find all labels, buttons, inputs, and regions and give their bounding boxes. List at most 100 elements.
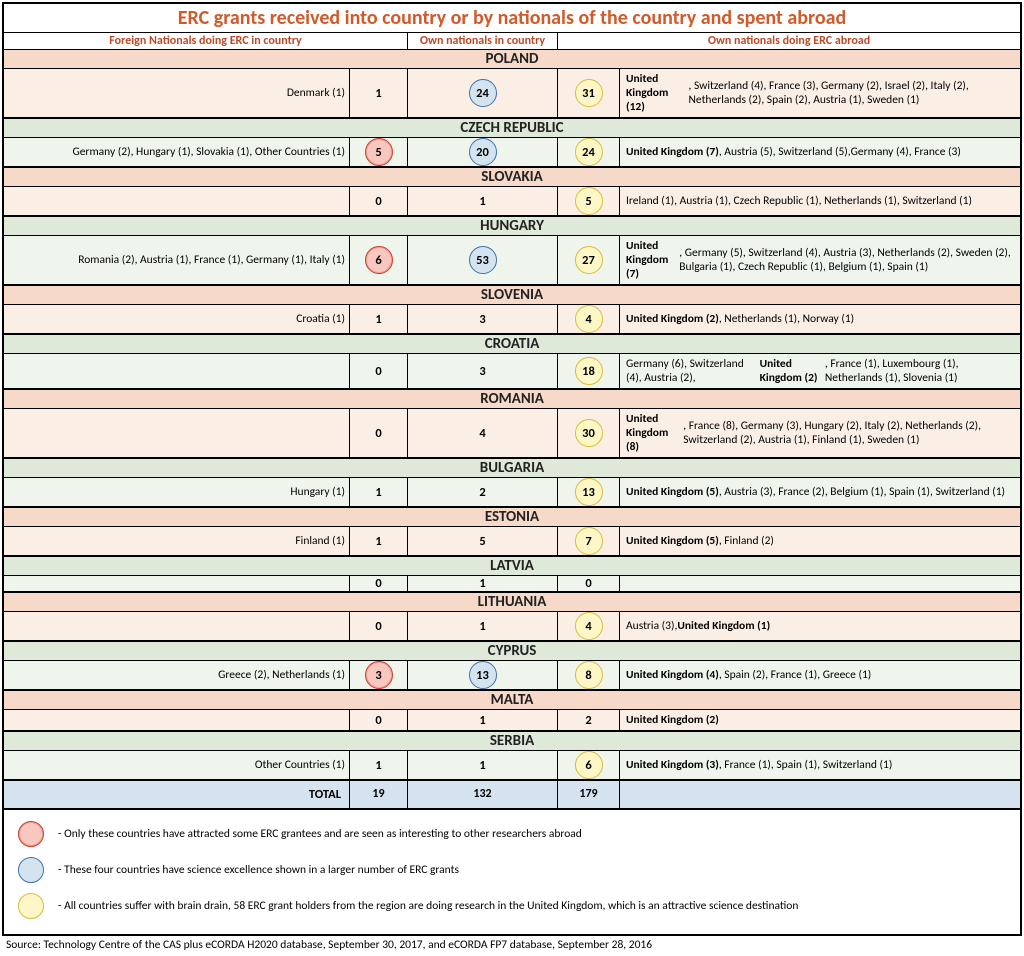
header-col-own: Own nationals in country [408, 33, 558, 49]
count-circle: 18 [575, 357, 603, 385]
foreign-countries-text: Denmark (1) [4, 69, 349, 117]
foreign-countries-text: Romania (2), Austria (1), France (1), Ge… [4, 236, 349, 284]
count-circle: 31 [575, 79, 603, 107]
abroad-count: 30 [558, 409, 620, 457]
country-block: ROMANIA0430United Kingdom (8), France (8… [4, 390, 1020, 459]
country-block: HUNGARYRomania (2), Austria (1), France … [4, 217, 1020, 286]
foreign-count: 1 [349, 478, 408, 506]
abroad-count: 2 [558, 710, 620, 730]
total-own: 132 [408, 781, 558, 808]
source-text: Source: Technology Centre of the CAS plu… [2, 936, 1022, 954]
country-data-row: Hungary (1)1213United Kingdom (5), Austr… [4, 478, 1020, 506]
foreign-countries-text [4, 576, 349, 591]
total-row: TOTAL 19 132 179 [4, 779, 1020, 810]
count-circle: 24 [469, 79, 497, 107]
country-data-row: Greece (2), Netherlands (1)3138United Ki… [4, 661, 1020, 689]
legend-yellow-swatch [18, 893, 44, 919]
country-name: CYPRUS [4, 642, 1020, 661]
legend-blue: - These four countries have science exce… [14, 852, 1010, 888]
abroad-count: 7 [558, 527, 620, 555]
abroad-count: 31 [558, 69, 620, 117]
country-data-row: Finland (1)157United Kingdom (5), Finlan… [4, 527, 1020, 555]
foreign-count: 6 [349, 236, 408, 284]
foreign-count: 0 [349, 409, 408, 457]
abroad-count: 4 [558, 612, 620, 640]
foreign-count: 5 [349, 138, 408, 166]
abroad-count: 0 [558, 576, 620, 591]
foreign-count: 0 [349, 187, 408, 215]
country-data-row: 0430United Kingdom (8), France (8), Germ… [4, 409, 1020, 457]
country-block: SLOVENIACroatia (1)134United Kingdom (2)… [4, 286, 1020, 335]
legend-yellow: - All countries suffer with brain drain,… [14, 888, 1010, 924]
count-circle: 30 [575, 419, 603, 447]
abroad-countries-text [620, 576, 1020, 591]
country-name: POLAND [4, 50, 1020, 69]
own-count: 1 [408, 187, 558, 215]
country-block: BULGARIAHungary (1)1213United Kingdom (5… [4, 459, 1020, 508]
country-name: CROATIA [4, 335, 1020, 354]
header-col-abroad: Own nationals doing ERC abroad [558, 33, 1020, 49]
country-block: CZECH REPUBLICGermany (2), Hungary (1), … [4, 119, 1020, 168]
abroad-countries-text: United Kingdom (2), Netherlands (1), Nor… [620, 305, 1020, 333]
count-circle: 6 [365, 246, 393, 274]
own-count: 1 [408, 751, 558, 779]
own-count: 4 [408, 409, 558, 457]
abroad-count: 8 [558, 661, 620, 689]
country-data-row: Croatia (1)134United Kingdom (2), Nether… [4, 305, 1020, 333]
count-circle: 4 [575, 612, 603, 640]
total-label: TOTAL [4, 781, 349, 808]
count-circle: 13 [575, 478, 603, 506]
country-name: ROMANIA [4, 390, 1020, 409]
abroad-countries-text: United Kingdom (4), Spain (2), France (1… [620, 661, 1020, 689]
abroad-count: 13 [558, 478, 620, 506]
foreign-countries-text: Croatia (1) [4, 305, 349, 333]
abroad-countries-text: Ireland (1), Austria (1), Czech Republic… [620, 187, 1020, 215]
foreign-count: 1 [349, 527, 408, 555]
country-name: HUNGARY [4, 217, 1020, 236]
own-count: 13 [408, 661, 558, 689]
foreign-countries-text: Greece (2), Netherlands (1) [4, 661, 349, 689]
country-data-row: 015Ireland (1), Austria (1), Czech Repub… [4, 187, 1020, 215]
count-circle: 53 [469, 246, 497, 274]
abroad-count: 18 [558, 354, 620, 388]
abroad-count: 6 [558, 751, 620, 779]
foreign-count: 1 [349, 69, 408, 117]
country-block: CYPRUSGreece (2), Netherlands (1)3138Uni… [4, 642, 1020, 691]
countries-list: POLANDDenmark (1)12431United Kingdom (12… [4, 50, 1020, 779]
legend-blue-swatch [18, 857, 44, 883]
country-name: SLOVAKIA [4, 168, 1020, 187]
country-data-row: Denmark (1)1 24 31 United Kingdom (12), Swi… [4, 69, 1020, 117]
abroad-count: 4 [558, 305, 620, 333]
abroad-countries-text: United Kingdom (2) [620, 710, 1020, 730]
count-circle: 13 [469, 661, 497, 689]
abroad-count: 5 [558, 187, 620, 215]
country-name: LITHUANIA [4, 593, 1020, 612]
own-count: 1 [408, 710, 558, 730]
country-data-row: Romania (2), Austria (1), France (1), Ge… [4, 236, 1020, 284]
foreign-countries-text: Other Countries (1) [4, 751, 349, 779]
count-circle: 24 [575, 138, 603, 166]
count-circle: 8 [575, 661, 603, 689]
country-block: SLOVAKIA015Ireland (1), Austria (1), Cze… [4, 168, 1020, 217]
foreign-countries-text: Germany (2), Hungary (1), Slovakia (1), … [4, 138, 349, 166]
abroad-countries-text: United Kingdom (12), Switzerland (4), Fr… [620, 69, 1020, 117]
own-count: 2 [408, 478, 558, 506]
country-data-row: 014Austria (3), United Kingdom (1) [4, 612, 1020, 640]
country-name: MALTA [4, 691, 1020, 710]
count-circle: 7 [575, 527, 603, 555]
abroad-countries-text: Germany (6), Switzerland (4), Austria (2… [620, 354, 1020, 388]
country-block: LITHUANIA014Austria (3), United Kingdom … [4, 593, 1020, 642]
foreign-countries-text [4, 710, 349, 730]
own-count: 1 [408, 612, 558, 640]
country-block: CROATIA0318Germany (6), Switzerland (4),… [4, 335, 1020, 390]
country-name: LATVIA [4, 557, 1020, 576]
legend-blue-text: - These four countries have science exce… [58, 863, 459, 877]
foreign-count: 0 [349, 612, 408, 640]
total-abroad: 179 [558, 781, 620, 808]
abroad-count: 27 [558, 236, 620, 284]
country-name: SLOVENIA [4, 286, 1020, 305]
legend-red-text: - Only these countries have attracted so… [58, 827, 582, 841]
abroad-countries-text: United Kingdom (7), Germany (5), Switzer… [620, 236, 1020, 284]
table-container: ERC grants received into country or by n… [2, 2, 1022, 936]
foreign-countries-text [4, 409, 349, 457]
